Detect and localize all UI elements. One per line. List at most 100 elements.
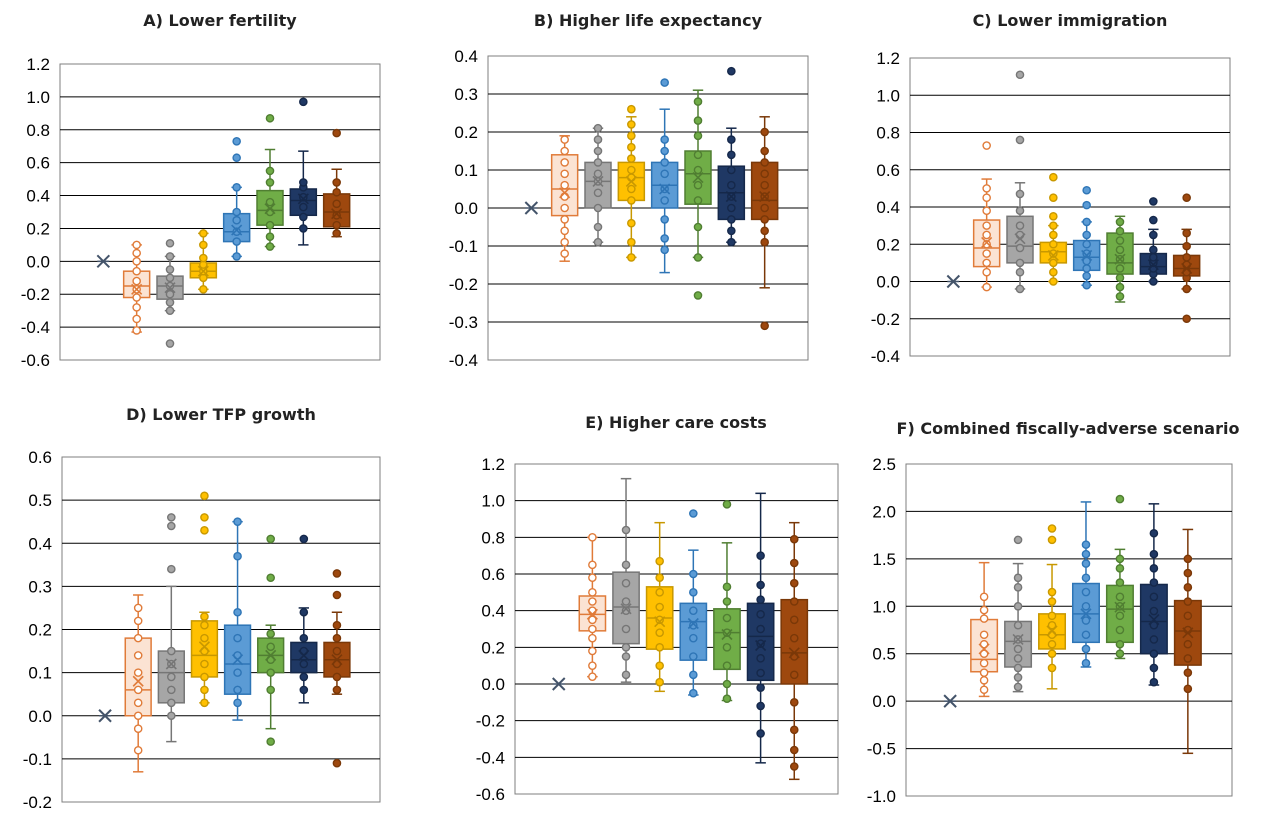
data-point — [727, 165, 736, 175]
y-tick-label: 1.2 — [481, 455, 505, 474]
data-point — [200, 513, 209, 522]
mean-marker — [1148, 614, 1160, 626]
data-point — [165, 238, 175, 248]
mean-marker — [164, 282, 176, 294]
data-point — [1081, 616, 1091, 625]
data-point — [621, 643, 631, 652]
data-point — [133, 745, 143, 755]
y-tick-label: 2.5 — [872, 455, 896, 474]
data-point — [789, 615, 799, 625]
data-point — [299, 202, 308, 212]
y-tick-label: -0.4 — [871, 347, 900, 366]
y-tick-label: 0.6 — [28, 448, 52, 467]
data-point — [722, 597, 732, 606]
data-point — [660, 135, 669, 144]
data-point — [693, 97, 703, 106]
data-point — [265, 113, 275, 123]
data-point — [132, 240, 141, 250]
y-tick-label: 1.0 — [876, 86, 900, 105]
data-point — [593, 158, 603, 167]
data-point — [1149, 277, 1158, 286]
mean-marker — [1114, 253, 1126, 265]
mean-marker — [592, 175, 604, 187]
data-point — [1013, 620, 1023, 630]
data-point — [133, 698, 143, 708]
chart-panel-b: B) Higher life expectancy 0.4 0.3 0.2 0.1 0.0… — [449, 11, 809, 370]
data-point — [588, 573, 597, 582]
y-tick-label: 1.0 — [26, 88, 50, 107]
data-point — [727, 66, 736, 76]
data-point — [132, 303, 141, 312]
data-point — [655, 615, 664, 625]
data-point — [133, 651, 143, 660]
data-point — [593, 237, 603, 247]
data-point — [1115, 226, 1125, 236]
data-point — [760, 127, 769, 137]
data-point — [693, 116, 703, 125]
data-point — [1082, 230, 1091, 240]
mean-marker — [1014, 233, 1026, 245]
box-bl — [1072, 185, 1101, 290]
data-point — [199, 284, 208, 294]
data-point — [655, 573, 664, 582]
data-point — [165, 252, 175, 261]
box-br — [322, 128, 351, 238]
data-point — [760, 226, 769, 236]
data-point — [1115, 282, 1125, 292]
y-tick-label: -0.2 — [449, 275, 478, 294]
data-point — [727, 150, 736, 160]
data-point — [979, 630, 989, 640]
mean-marker — [1080, 608, 1092, 620]
data-point — [1183, 554, 1193, 564]
data-point — [627, 120, 636, 129]
data-point — [332, 128, 341, 138]
data-point — [727, 215, 736, 224]
data-point — [232, 215, 241, 225]
data-point — [760, 203, 769, 213]
mean-marker — [297, 193, 309, 205]
data-point — [299, 192, 308, 202]
data-point — [660, 234, 669, 243]
data-point — [1182, 314, 1191, 324]
data-point — [1013, 654, 1023, 663]
box-br — [780, 521, 809, 781]
mean-marker — [788, 647, 800, 659]
chart-title: E) Higher care costs — [585, 413, 767, 432]
box-gn — [713, 500, 741, 703]
data-point — [1183, 654, 1193, 663]
data-point — [1149, 606, 1159, 616]
data-point — [1013, 682, 1023, 692]
data-point — [1049, 239, 1058, 249]
data-point — [722, 643, 732, 652]
data-point — [789, 633, 799, 643]
box-bl — [222, 136, 251, 261]
y-tick-label: 0.4 — [28, 534, 52, 553]
y-tick-label: 0.1 — [454, 161, 478, 180]
data-point — [1049, 172, 1058, 182]
data-point — [789, 534, 799, 544]
mean-marker — [131, 283, 143, 295]
data-point — [1115, 554, 1125, 564]
data-point — [299, 212, 308, 222]
data-point — [789, 745, 799, 755]
box-br — [1172, 193, 1201, 324]
data-point — [1047, 611, 1057, 621]
data-point — [133, 616, 143, 626]
data-point — [1015, 243, 1025, 253]
data-point — [1081, 587, 1091, 597]
y-tick-label: 0.0 — [481, 675, 505, 694]
data-point — [756, 668, 765, 678]
data-point — [627, 142, 636, 152]
data-point — [167, 698, 176, 708]
data-point — [1115, 625, 1125, 635]
data-point — [760, 158, 769, 167]
data-point — [1115, 494, 1125, 504]
data-point — [722, 679, 732, 689]
data-point — [1047, 620, 1057, 630]
data-point — [1183, 684, 1193, 694]
data-point — [332, 229, 341, 238]
box-gr — [1006, 70, 1034, 294]
box-gn — [1105, 494, 1134, 660]
data-point — [756, 639, 765, 648]
